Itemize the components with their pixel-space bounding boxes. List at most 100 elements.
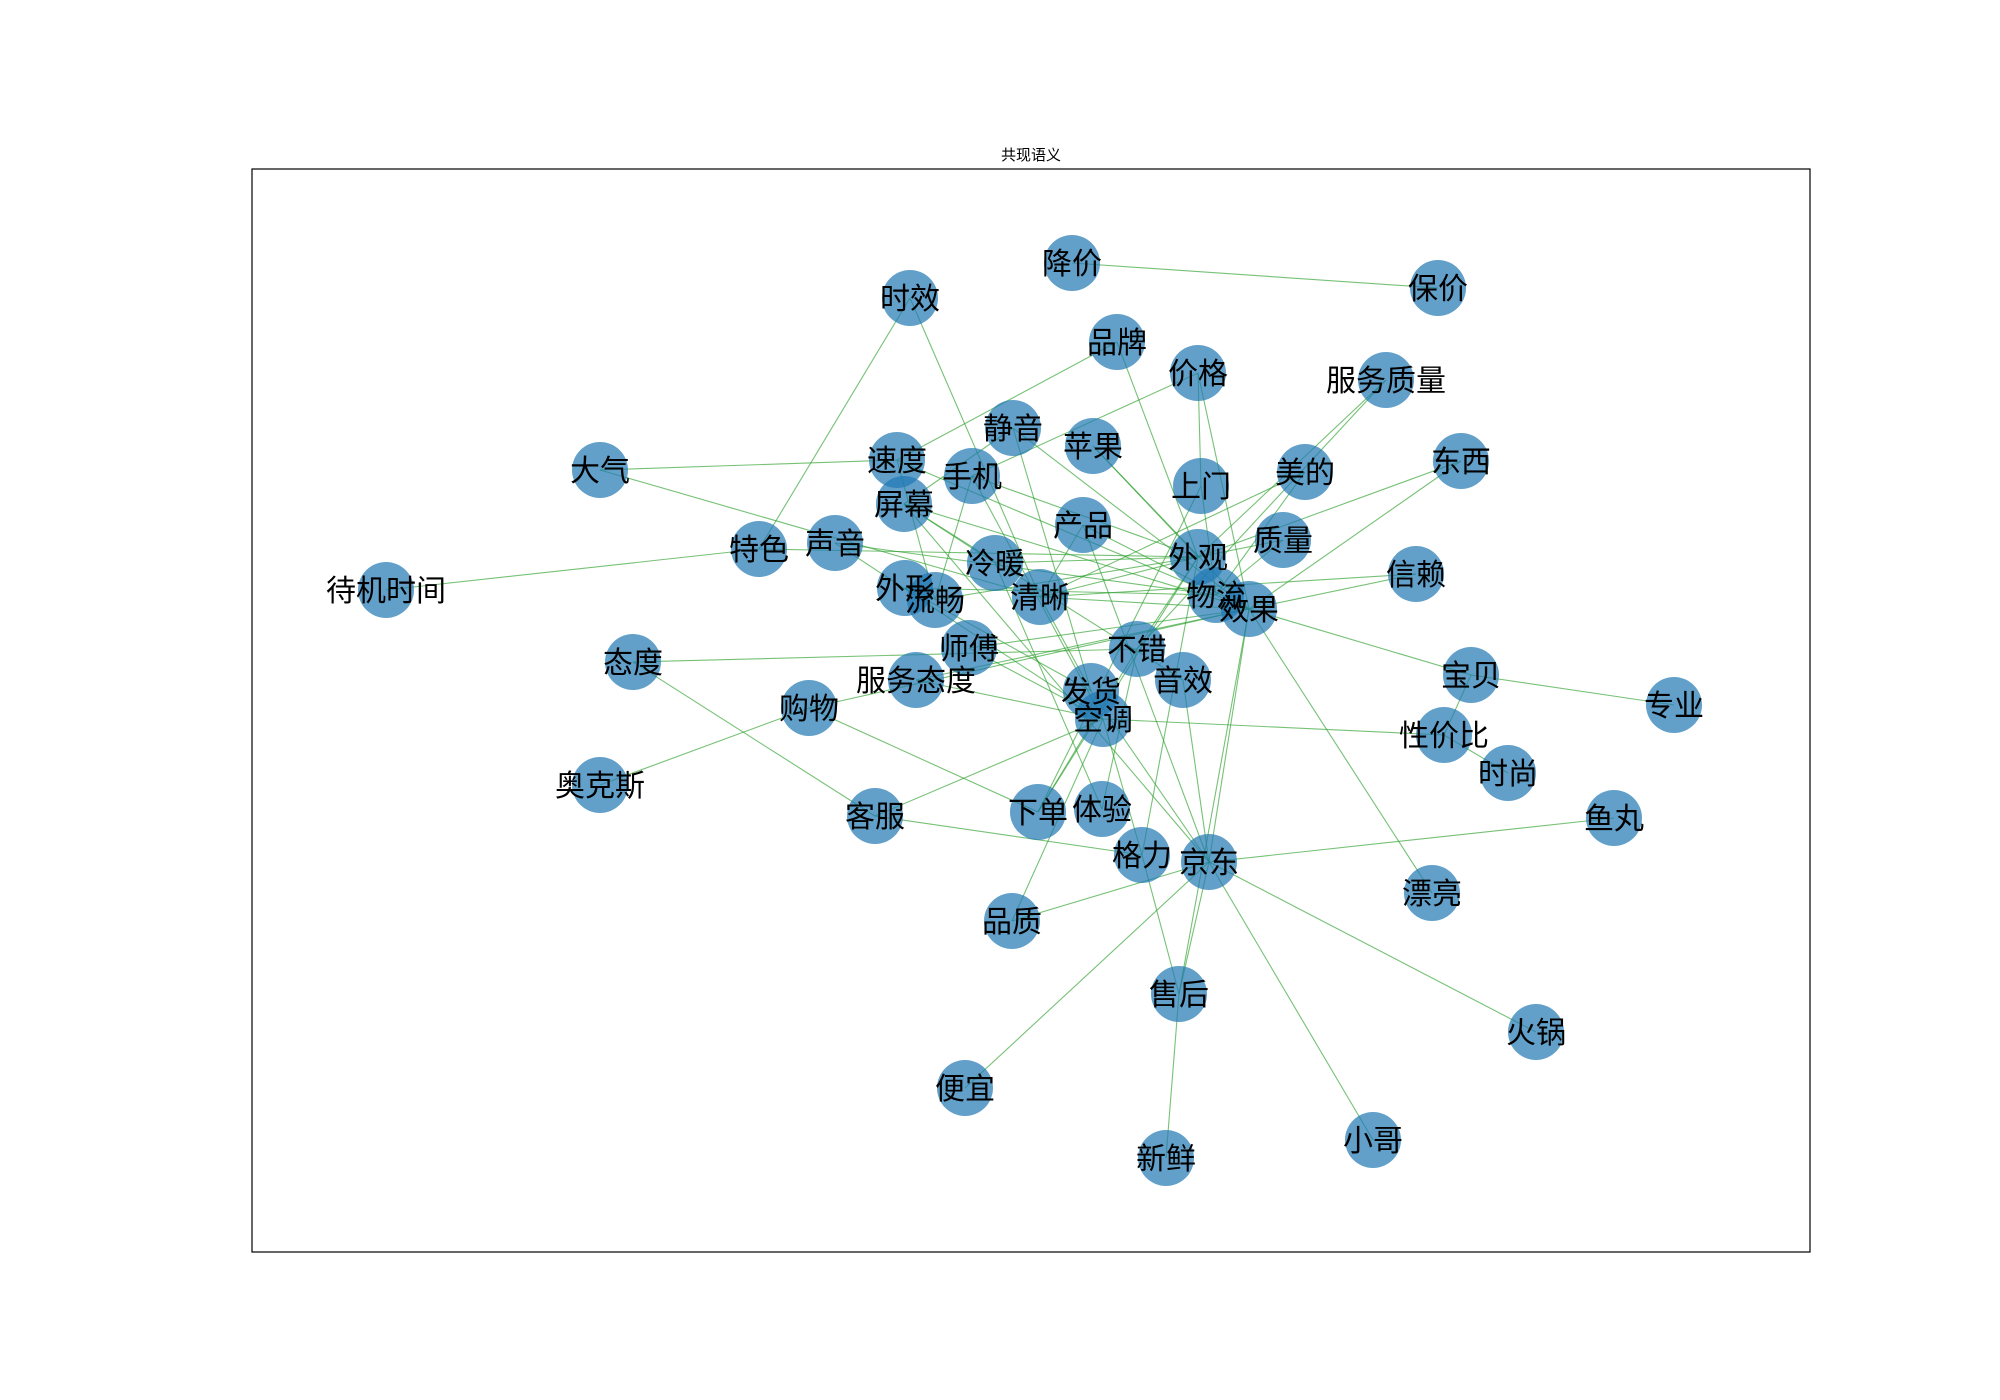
- node-circle: [731, 521, 787, 577]
- node-circle: [1114, 827, 1170, 883]
- edge-line: [758, 297, 911, 550]
- edge-line: [994, 556, 1199, 564]
- node-circle: [572, 757, 628, 813]
- node-label: 格力: [1112, 839, 1172, 874]
- node-label: 京东: [1179, 846, 1239, 881]
- node-circle: [1055, 497, 1111, 553]
- node-label: 鱼丸: [1584, 802, 1644, 837]
- node-circle: [1443, 647, 1499, 703]
- node-label: 专业: [1644, 689, 1704, 724]
- edge-line: [1208, 817, 1615, 863]
- node-label: 美的: [1275, 456, 1335, 491]
- node-label: 时尚: [1478, 757, 1538, 792]
- node-circle: [1109, 621, 1165, 677]
- node-label: 便宜: [935, 1072, 995, 1107]
- node-circle: [1010, 784, 1066, 840]
- node-circle: [1388, 546, 1444, 602]
- node-label: 性价比: [1399, 719, 1489, 754]
- node-label: 小哥: [1343, 1124, 1403, 1159]
- node-circle: [888, 652, 944, 708]
- node-circle: [358, 562, 414, 618]
- edge-line: [1208, 861, 1374, 1141]
- edge-line: [909, 297, 1041, 598]
- edge-line: [1197, 460, 1462, 558]
- node-circle: [605, 634, 661, 690]
- node-circle: [572, 442, 628, 498]
- nodes-layer: [358, 235, 1702, 1186]
- edge-line: [385, 548, 760, 591]
- node-circle: [1044, 235, 1100, 291]
- node-circle: [1358, 352, 1414, 408]
- node-label: 手机: [942, 460, 1002, 495]
- edge-line: [1470, 674, 1675, 706]
- node-circle: [1255, 512, 1311, 568]
- edge-line: [1011, 861, 1210, 922]
- edge-line: [632, 661, 876, 817]
- node-label: 奥克斯: [555, 769, 645, 804]
- node-circle: [1181, 834, 1237, 890]
- edge-line: [964, 861, 1210, 1089]
- node-circle: [907, 572, 963, 628]
- edge-line: [1136, 379, 1387, 650]
- node-circle: [1065, 418, 1121, 474]
- node-label: 品质: [982, 905, 1042, 940]
- node-label: 时效: [880, 282, 940, 317]
- node-circle: [985, 400, 1041, 456]
- node-label: 大气: [570, 454, 630, 489]
- node-label: 售后: [1149, 978, 1209, 1013]
- node-label: 待机时间: [326, 574, 446, 609]
- node-circle: [984, 893, 1040, 949]
- node-label: 下单: [1008, 796, 1068, 831]
- node-circle: [1138, 1130, 1194, 1186]
- node-label: 态度: [603, 646, 663, 681]
- node-circle: [876, 476, 932, 532]
- node-label: 新鲜: [1136, 1142, 1196, 1177]
- node-circle: [1089, 314, 1145, 370]
- node-circle: [1345, 1112, 1401, 1168]
- edge-line: [994, 562, 1103, 810]
- node-circle: [1404, 865, 1460, 921]
- node-circle: [869, 432, 925, 488]
- node-label: 静音: [983, 412, 1043, 447]
- node-circle: [1012, 569, 1068, 625]
- node-label: 冷暖: [965, 547, 1025, 582]
- node-circle: [1155, 652, 1211, 708]
- edge-line: [808, 608, 1250, 709]
- node-circle: [1173, 458, 1229, 514]
- node-circle: [1646, 677, 1702, 733]
- node-label: 客服: [845, 800, 905, 835]
- node-label: 体验: [1072, 793, 1132, 828]
- node-circle: [941, 620, 997, 676]
- node-label: 外形: [875, 572, 935, 607]
- node-label: 上门: [1171, 470, 1231, 505]
- edge-line: [874, 815, 1143, 856]
- edges-layer: [385, 262, 1675, 1159]
- node-circle: [1075, 691, 1131, 747]
- plot-frame: [251, 168, 1811, 1253]
- node-label: 降价: [1042, 247, 1102, 282]
- edge-line: [808, 707, 1039, 813]
- edge-line: [599, 459, 898, 471]
- edge-line: [915, 679, 1104, 720]
- node-circle: [1480, 745, 1536, 801]
- node-circle: [1433, 433, 1489, 489]
- node-label: 发货: [1061, 675, 1121, 710]
- node-circle: [944, 448, 1000, 504]
- node-label: 屏幕: [874, 488, 934, 523]
- node-label: 漂亮: [1402, 877, 1462, 912]
- node-label: 宝贝: [1441, 659, 1501, 694]
- edge-line: [934, 556, 1199, 601]
- node-circle: [937, 1060, 993, 1116]
- chart-title: 共现语义: [1001, 146, 1061, 164]
- node-label: 苹果: [1063, 430, 1123, 465]
- node-label: 保价: [1408, 272, 1468, 307]
- node-label: 清晰: [1010, 581, 1070, 616]
- edge-line: [1178, 608, 1250, 995]
- node-circle: [1586, 790, 1642, 846]
- node-circle: [847, 788, 903, 844]
- node-label: 特色: [729, 533, 789, 568]
- node-circle: [1074, 781, 1130, 837]
- node-label: 空调: [1073, 703, 1133, 738]
